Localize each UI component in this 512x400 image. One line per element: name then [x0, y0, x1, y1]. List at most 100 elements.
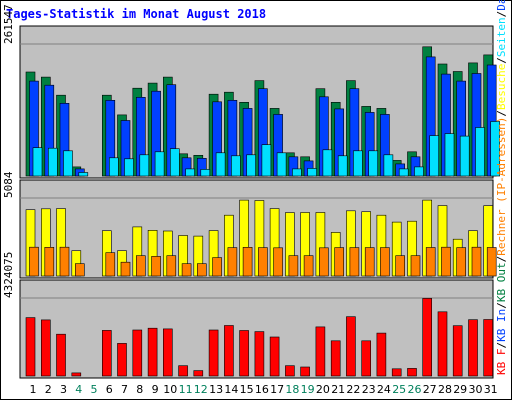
bar-sites-day-17: [273, 247, 283, 277]
day-label-2: 2: [45, 383, 52, 396]
bar-sites-day-11: [181, 263, 192, 277]
bar-sites-day-12: [197, 263, 207, 277]
bar-pages-day-19: [307, 168, 317, 177]
bar-sites-day-15: [242, 247, 253, 277]
bar-sites-day-1: [29, 246, 39, 277]
legend-segment-5: /: [495, 256, 508, 263]
chart-title: Tages-Statistik im Monat August 2018: [6, 7, 266, 21]
legend-segment-12: Dateien: [495, 0, 508, 11]
legend-text: KB F/KB In/KB Out/Rechner (IP-Adressen)/…: [495, 0, 508, 375]
legend-segment-8: Besuche: [495, 64, 508, 110]
bar-pages-day-1: [32, 147, 43, 177]
day-label-12: 12: [194, 383, 208, 396]
bar-pages-day-6: [109, 157, 119, 177]
bar-sites-day-8: [136, 255, 146, 277]
bar-pages-day-31: [490, 121, 501, 177]
day-label-25: 25: [392, 383, 406, 396]
bar-pages-day-18: [292, 168, 302, 177]
bar-pages-day-22: [353, 150, 363, 177]
day-label-31: 31: [484, 383, 498, 396]
bar-pages-day-15: [246, 154, 256, 177]
bar-kbytes-day-25: [391, 368, 402, 377]
bar-sites-day-31: [486, 247, 497, 277]
bar-kbytes-day-13: [208, 329, 219, 377]
day-label-15: 15: [240, 383, 254, 396]
bar-sites-day-21: [334, 247, 345, 277]
day-label-14: 14: [224, 383, 238, 396]
bar-pages-day-21: [337, 155, 348, 177]
day-label-6: 6: [106, 383, 113, 396]
bar-pages-day-17: [276, 152, 287, 177]
bar-sites-day-3: [59, 246, 70, 277]
legend-segment-3: /: [495, 302, 508, 309]
day-label-24: 24: [377, 383, 391, 396]
day-label-29: 29: [453, 383, 467, 396]
bar-pages-day-23: [368, 150, 379, 177]
bar-pages-day-7: [124, 158, 134, 177]
bar-sites-day-29: [456, 247, 467, 277]
panel-middle-ymax-label: 5084: [2, 171, 15, 198]
bar-kbytes-day-31: [483, 319, 494, 377]
y-axis-max-labels: 261547 5084 4324075: [2, 4, 15, 298]
day-label-13: 13: [209, 383, 223, 396]
day-label-7: 7: [121, 383, 128, 396]
bar-kbytes-day-24: [376, 332, 387, 377]
bar-sites-day-28: [441, 246, 451, 277]
bar-pages-day-30: [475, 127, 485, 177]
bar-pages-day-28: [444, 133, 455, 177]
bar-sites-day-30: [471, 246, 482, 277]
bar-sites-day-9: [151, 256, 161, 277]
bar-sites-day-19: [303, 255, 314, 277]
bar-kbytes-day-29: [452, 325, 463, 377]
bar-kbytes-day-2: [40, 319, 51, 377]
bar-sites-day-13: [212, 257, 222, 277]
day-label-11: 11: [179, 383, 193, 396]
bar-kbytes-day-20: [315, 326, 326, 377]
bar-sites-day-20: [319, 247, 329, 277]
day-label-8: 8: [136, 383, 143, 396]
bar-kbytes-day-18: [285, 365, 295, 377]
bar-sites-day-26: [410, 255, 421, 277]
bar-pages-day-12: [200, 169, 211, 177]
day-label-1: 1: [30, 383, 37, 396]
chart-panels: [19, 25, 501, 379]
bar-pages-day-4: [78, 172, 89, 177]
bar-sites-day-4: [75, 263, 85, 277]
bar-kbytes-day-3: [56, 333, 66, 377]
day-label-28: 28: [438, 383, 452, 396]
legend-segment-9: /: [495, 57, 508, 64]
bar-kbytes-day-1: [25, 317, 36, 377]
bar-kbytes-day-7: [117, 343, 127, 377]
day-label-22: 22: [346, 383, 360, 396]
bar-pages-day-2: [47, 147, 58, 177]
bar-kbytes-day-11: [178, 365, 188, 377]
vertical-legend: KB F/KB In/KB Out/Rechner (IP-Adressen)/…: [495, 0, 508, 375]
bar-pages-day-24: [383, 154, 394, 177]
legend-segment-0: KB F: [495, 349, 508, 376]
bar-pages-day-11: [185, 168, 195, 177]
bar-sites-day-27: [425, 247, 436, 277]
bar-pages-day-3: [63, 150, 73, 177]
bar-pages-day-8: [139, 154, 150, 177]
bar-pages-day-27: [429, 135, 440, 177]
x-axis-day-labels: 1 2 3 4 5 6 7 8 9 10 11 12 13 14 15 16 17 18 19 20 21 22 23 24 2…: [30, 383, 498, 396]
bar-pages-day-14: [231, 155, 241, 177]
bar-sites-day-14: [227, 247, 238, 277]
day-label-19: 19: [301, 383, 315, 396]
bar-kbytes-day-17: [269, 336, 280, 377]
day-label-21: 21: [331, 383, 345, 396]
day-label-30: 30: [469, 383, 483, 396]
bar-sites-day-24: [380, 247, 390, 277]
day-label-4: 4: [75, 383, 82, 396]
bar-sites-day-10: [166, 255, 177, 277]
legend-segment-10: Seiten: [495, 17, 508, 57]
day-label-27: 27: [423, 383, 437, 396]
panel-top-ymax-label: 261547: [2, 4, 15, 44]
bar-kbytes-day-10: [163, 328, 173, 377]
bar-kbytes-day-27: [422, 298, 433, 377]
day-label-23: 23: [362, 383, 376, 396]
bar-sites-day-2: [44, 247, 55, 277]
day-label-10: 10: [163, 383, 177, 396]
